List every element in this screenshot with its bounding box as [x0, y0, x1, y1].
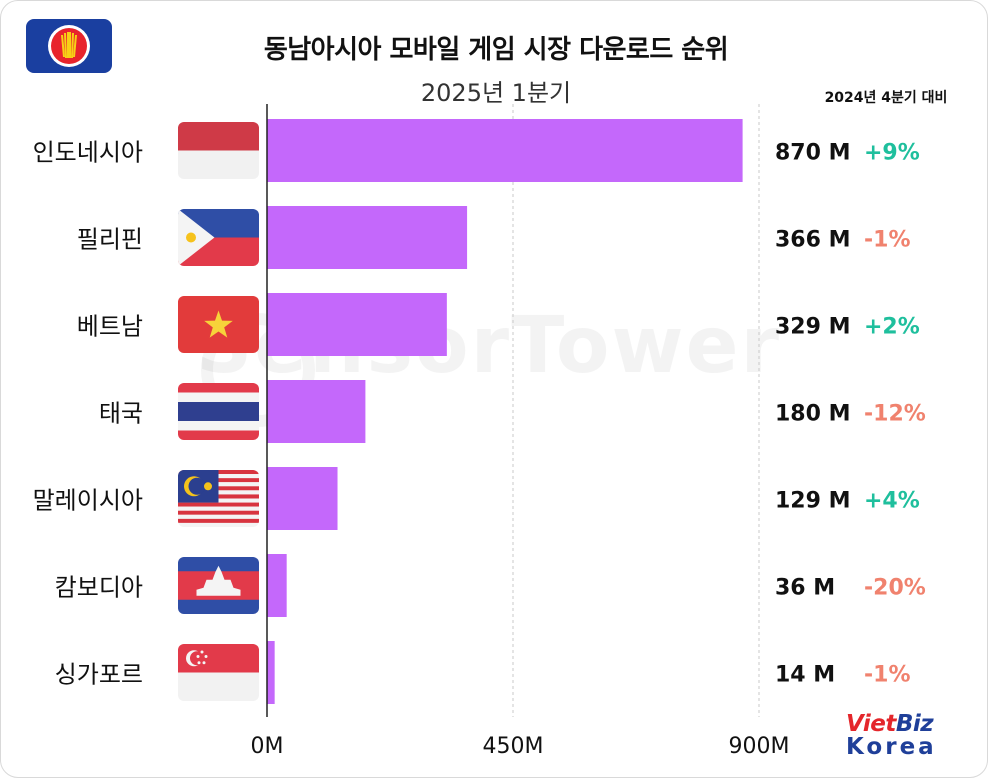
- category-label: 캄보디아: [55, 574, 143, 602]
- logo-bottom-text: Korea: [846, 734, 937, 760]
- category-label: 인도네시아: [33, 139, 143, 167]
- value-label: 14 M: [775, 663, 835, 688]
- bar: [267, 467, 338, 530]
- value-label: 329 M: [775, 315, 850, 340]
- comparison-header: 2024년 4분기 대비: [824, 90, 948, 106]
- asean-logo-icon: [26, 19, 112, 73]
- category-label: 태국: [99, 400, 143, 428]
- x-tick-label: 900M: [729, 734, 790, 759]
- change-label: -12%: [864, 402, 926, 427]
- bar: [267, 293, 447, 356]
- bar: [267, 119, 743, 182]
- value-label: 129 M: [775, 489, 850, 514]
- change-label: -1%: [864, 663, 910, 688]
- category-label: 싱가포르: [55, 661, 143, 689]
- malaysia-flag-icon: [178, 470, 259, 527]
- value-label: 366 M: [775, 228, 850, 253]
- change-label: +2%: [864, 315, 920, 340]
- change-label: -20%: [864, 576, 926, 601]
- value-label: 180 M: [775, 402, 850, 427]
- category-label: 말레이시아: [33, 487, 143, 515]
- vietbiz-korea-logo: VietBiz Korea: [846, 713, 966, 763]
- category-label: 필리핀: [77, 226, 143, 254]
- bar: [267, 380, 366, 443]
- indonesia-flag-icon: [178, 122, 259, 179]
- value-label: 870 M: [775, 141, 850, 166]
- bar: [267, 554, 287, 617]
- singapore-flag-icon: [178, 644, 259, 701]
- change-label: +4%: [864, 489, 920, 514]
- x-tick-label: 0M: [251, 734, 284, 759]
- chart-subtitle: 2025년 1분기: [420, 79, 572, 107]
- chart-title: 동남아시아 모바일 게임 시장 다운로드 순위: [263, 35, 729, 65]
- bar: [267, 206, 468, 269]
- vietnam-flag-icon: [178, 296, 259, 353]
- value-label: 36 M: [775, 576, 835, 601]
- thailand-flag-icon: [178, 383, 259, 440]
- change-label: -1%: [864, 228, 910, 253]
- cambodia-flag-icon: [178, 557, 259, 614]
- x-tick-label: 450M: [483, 734, 544, 759]
- category-label: 베트남: [77, 313, 143, 341]
- bar: [267, 641, 275, 704]
- philippines-flag-icon: [178, 209, 259, 266]
- change-label: +9%: [864, 141, 920, 166]
